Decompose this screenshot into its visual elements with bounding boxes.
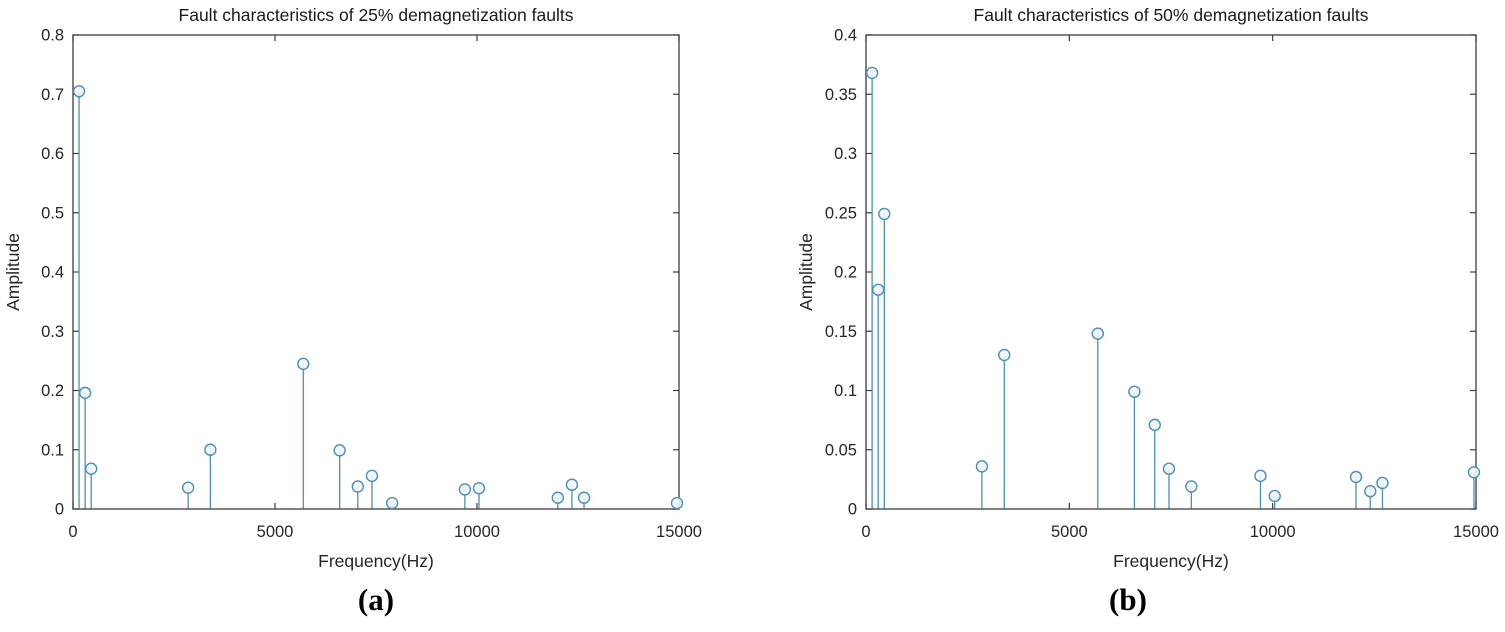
x-tick-label: 10000 (1250, 523, 1296, 541)
x-tick-label: 0 (861, 523, 870, 541)
y-axis-label: Amplitude (796, 233, 816, 311)
y-tick-label: 0.25 (825, 204, 857, 222)
y-axis-label: Amplitude (3, 233, 23, 311)
y-tick-label: 0.05 (825, 441, 857, 459)
stem-marker (1254, 469, 1267, 483)
y-tick-label: 0.4 (41, 264, 64, 282)
y-tick-label: 0.15 (825, 323, 857, 341)
stem-marker (1364, 485, 1377, 498)
stem-marker (1162, 462, 1176, 475)
stem-marker (84, 462, 98, 475)
stem-marker (1091, 327, 1104, 340)
stem-marker (878, 207, 891, 221)
stem-marker (1148, 418, 1161, 432)
figure-a: 0 5000 10000 15000 0 0.1 0.2 0.3 0.4 0.5 0.6 0.7 0.8… (0, 0, 752, 617)
stem-marker (1376, 476, 1389, 490)
stem-marker (204, 443, 217, 456)
chart-title: Fault characteristics of 50% demagnetiza… (974, 5, 1369, 25)
stem-marker (297, 357, 310, 371)
stem-marker (1467, 466, 1481, 479)
chart-title: Fault characteristics of 25% demagnetiza… (179, 5, 574, 25)
y-tick-label: 0.4 (834, 27, 857, 45)
y-tick-label: 0.3 (834, 145, 857, 163)
axes: 0 5000 10000 15000 0 0.1 0.2 0.3 0.4 0.5 0.6 0.7 0.8 (41, 27, 702, 542)
stem-chart-50pct: 0 5000 10000 15000 0 0.05 0.1 0.15 0.2 0.25 0.3 0.3… (796, 5, 1499, 571)
stem-series (72, 85, 684, 510)
x-tick-label: 10000 (454, 523, 500, 541)
stem-marker (181, 481, 195, 494)
axes: 0 5000 10000 15000 0 0.05 0.1 0.15 0.2 0.25 0.3 0.3… (825, 27, 1499, 542)
y-tick-label: 0.2 (41, 382, 64, 400)
figure-row: 0 5000 10000 15000 0 0.1 0.2 0.3 0.4 0.5 0.6 0.7 0.8… (0, 0, 1504, 617)
stem-marker (472, 482, 486, 495)
y-tick-label: 0.3 (41, 323, 64, 341)
y-tick-label: 0.6 (41, 145, 64, 163)
stem-chart-25pct: 0 5000 10000 15000 0 0.1 0.2 0.3 0.4 0.5 0.6 0.7 0.8… (3, 5, 702, 571)
y-tick-label: 0.5 (41, 204, 64, 222)
stem-marker (333, 444, 346, 457)
stem-marker (72, 85, 86, 98)
stem-marker (1349, 470, 1363, 484)
y-tick-label: 0 (55, 501, 64, 519)
stem-marker (871, 283, 885, 296)
x-axis-label: Frequency(Hz) (1113, 551, 1229, 571)
stem-marker (458, 483, 472, 496)
stem-marker (975, 460, 989, 473)
y-tick-label: 0.1 (834, 382, 857, 400)
y-tick-label: 0.1 (41, 441, 64, 459)
stem-marker (998, 348, 1011, 362)
x-tick-label: 0 (68, 523, 77, 541)
stem-marker (1268, 489, 1281, 503)
stem-marker (577, 491, 591, 504)
stem-marker (1185, 480, 1198, 493)
x-tick-label: 5000 (1051, 523, 1088, 541)
stem-marker (670, 496, 684, 510)
figure-b: 0 5000 10000 15000 0 0.05 0.1 0.15 0.2 0.25 0.3 0.3… (752, 0, 1504, 617)
y-tick-label: 0.2 (834, 264, 857, 282)
y-tick-label: 0.35 (825, 86, 857, 104)
subfigure-caption-b: (b) (1109, 582, 1147, 617)
x-tick-label: 15000 (656, 523, 702, 541)
x-tick-label: 5000 (257, 523, 294, 541)
x-tick-label: 15000 (1453, 523, 1499, 541)
stem-marker (365, 469, 379, 483)
stem-marker (865, 66, 879, 80)
subfigure-caption-a: (a) (357, 582, 395, 617)
stem-marker (78, 386, 92, 400)
y-tick-label: 0 (848, 501, 857, 519)
stem-marker (385, 496, 399, 510)
stem-marker (565, 478, 579, 491)
stem-marker (551, 491, 564, 504)
y-tick-label: 0.8 (41, 27, 64, 45)
x-axis-label: Frequency(Hz) (318, 551, 434, 571)
stem-series (865, 66, 1481, 509)
stem-marker (351, 480, 365, 493)
y-tick-label: 0.7 (41, 86, 64, 104)
stem-marker (1128, 385, 1141, 398)
